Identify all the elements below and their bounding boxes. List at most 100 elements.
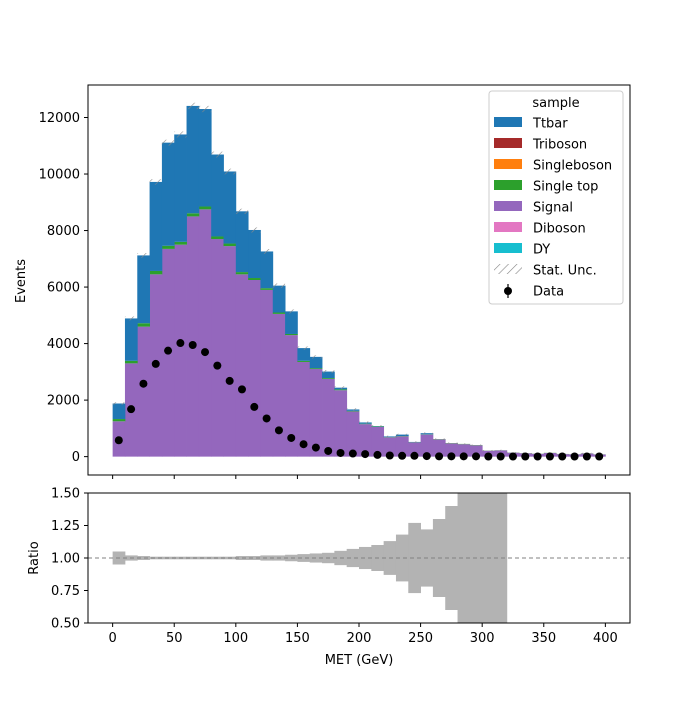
data-point-31 (497, 452, 505, 460)
x-tick-label-3: 150 (285, 631, 310, 646)
ratio-y-tick-label-3: 1.25 (51, 519, 80, 534)
bar-signal-7 (199, 209, 212, 456)
bar-single-top-16 (310, 368, 323, 369)
data-point-33 (521, 452, 529, 460)
bar-ttbar-16 (310, 357, 323, 368)
stat-unc-band-23 (396, 434, 408, 436)
bar-ttbar-5 (174, 134, 187, 241)
data-point-11 (250, 403, 258, 411)
data-point-32 (509, 452, 517, 460)
legend-label-diboson: Diboson (533, 222, 586, 237)
data-point-4 (164, 347, 172, 355)
data-point-12 (263, 414, 271, 422)
data-point-20 (361, 450, 369, 458)
bar-single-top-4 (162, 246, 175, 249)
bar-signal-16 (310, 369, 323, 457)
y-axis-label: Events (14, 259, 29, 303)
bar-single-top-12 (260, 288, 273, 290)
stat-unc-band-24 (408, 441, 420, 442)
bar-signal-9 (224, 246, 237, 457)
legend-title: sample (532, 96, 579, 111)
data-point-37 (571, 452, 579, 460)
legend-swatch-diboson (494, 222, 522, 232)
y-tick-label-5: 10000 (39, 168, 80, 183)
stat-unc-band-27 (445, 442, 457, 443)
bar-single-top-9 (224, 244, 237, 247)
legend-label-signal: Signal (533, 201, 573, 216)
stat-unc-band-30 (482, 450, 494, 451)
x-tick-label-1: 50 (166, 631, 183, 646)
stat-unc-band-10 (236, 209, 248, 214)
data-point-39 (595, 452, 603, 460)
x-tick-label-7: 350 (531, 631, 556, 646)
data-point-27 (447, 452, 455, 460)
bar-single-top-3 (150, 271, 163, 274)
bar-single-top-18 (334, 389, 347, 390)
x-tick-label-6: 300 (470, 631, 495, 646)
legend-swatch-data (504, 287, 512, 295)
data-point-34 (534, 452, 542, 460)
bar-signal-17 (322, 379, 335, 457)
y-tick-label-0: 0 (72, 450, 80, 465)
data-point-24 (410, 452, 418, 460)
bar-signal-5 (174, 245, 187, 457)
ratio-y-tick-label-0: 0.50 (51, 617, 80, 632)
stat-unc-band-25 (421, 432, 433, 434)
data-point-8 (213, 362, 221, 370)
data-point-30 (484, 452, 492, 460)
data-point-26 (435, 452, 443, 460)
bar-ttbar-13 (273, 286, 286, 313)
stat-unc-band-18 (334, 386, 346, 389)
data-point-25 (423, 452, 431, 460)
bar-single-top-8 (211, 236, 224, 239)
y-tick-label-4: 8000 (47, 224, 80, 239)
bar-ttbar-2 (137, 255, 150, 323)
x-tick-label-8: 400 (593, 631, 618, 646)
stat-unc-band-6 (187, 103, 199, 109)
bar-ttbar-3 (150, 182, 163, 271)
bar-single-top-6 (187, 213, 200, 216)
stat-unc-band-31 (495, 450, 507, 451)
stat-unc-band-5 (174, 131, 186, 137)
ratio-y-axis-label: Ratio (27, 541, 42, 574)
stat-unc-band-29 (470, 444, 482, 445)
data-point-38 (583, 452, 591, 460)
bar-signal-10 (236, 274, 249, 456)
stat-unc-band-26 (433, 438, 445, 439)
legend-swatch-singleboson (494, 159, 522, 169)
ratio-y-tick-label-1: 0.75 (51, 584, 80, 599)
legend-swatch-signal (494, 201, 522, 211)
legend-label-single-top: Single top (533, 180, 598, 195)
stat-unc-band-15 (297, 346, 309, 350)
data-point-2 (139, 380, 147, 388)
data-point-6 (189, 341, 197, 349)
x-tick-label-0: 0 (108, 631, 116, 646)
legend-swatch-triboson (494, 138, 522, 148)
stat-unc-band-8 (211, 152, 223, 158)
data-point-10 (238, 385, 246, 393)
data-point-13 (275, 426, 283, 434)
stat-unc-band-12 (260, 249, 272, 254)
bar-single-top-11 (248, 278, 261, 280)
data-point-14 (287, 434, 295, 442)
data-point-28 (460, 452, 468, 460)
bar-single-top-13 (273, 313, 286, 314)
stat-unc-band-3 (150, 179, 162, 185)
legend-swatch-stat-unc (494, 264, 522, 274)
bar-ttbar-8 (211, 155, 224, 237)
bar-ttbar-0 (113, 404, 126, 420)
stat-unc-band-21 (371, 425, 383, 427)
ratio-y-tick-label-4: 1.50 (51, 487, 80, 502)
legend-label-triboson: Triboson (532, 138, 587, 153)
bar-single-top-1 (125, 361, 138, 364)
stat-unc-band-16 (310, 355, 322, 358)
stat-unc-band-22 (384, 436, 396, 438)
stat-unc-band-28 (458, 443, 470, 444)
bar-signal-8 (211, 239, 224, 457)
bar-ttbar-15 (297, 348, 310, 361)
stat-unc-band-1 (125, 316, 137, 320)
data-point-1 (127, 405, 135, 413)
stat-unc-band-0 (113, 402, 125, 404)
bar-signal-18 (334, 390, 347, 456)
